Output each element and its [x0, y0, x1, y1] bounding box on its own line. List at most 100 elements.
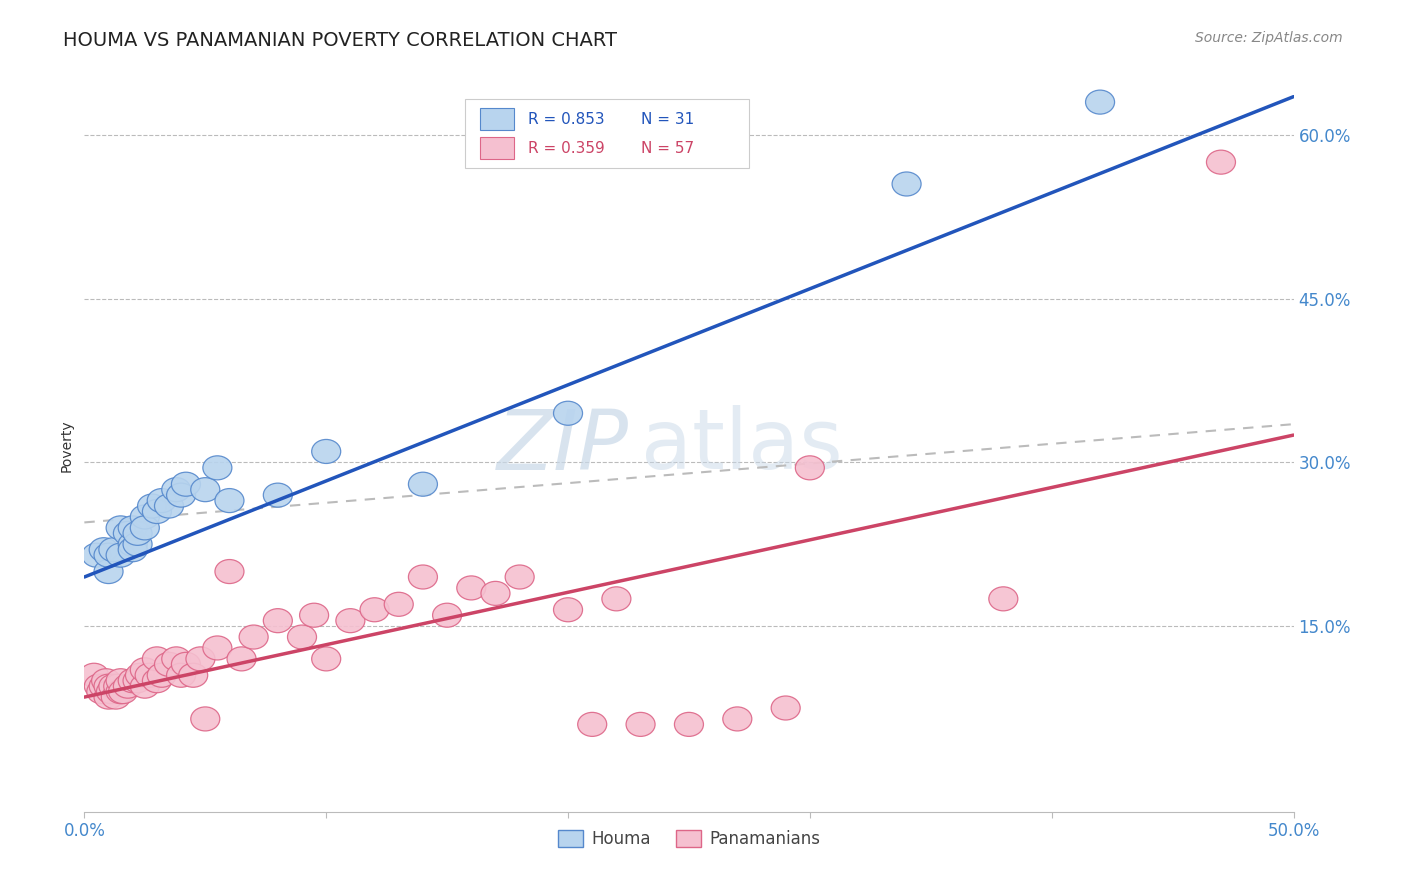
Ellipse shape [124, 521, 152, 545]
Ellipse shape [626, 713, 655, 737]
Ellipse shape [215, 489, 245, 513]
Ellipse shape [131, 674, 159, 698]
Text: N = 31: N = 31 [641, 112, 693, 127]
Ellipse shape [263, 483, 292, 508]
Ellipse shape [172, 472, 201, 496]
Ellipse shape [114, 674, 142, 698]
Ellipse shape [554, 598, 582, 622]
Ellipse shape [142, 669, 172, 693]
Ellipse shape [505, 565, 534, 589]
Ellipse shape [602, 587, 631, 611]
Ellipse shape [118, 516, 148, 540]
Ellipse shape [148, 489, 176, 513]
Ellipse shape [239, 625, 269, 649]
Ellipse shape [186, 647, 215, 671]
Ellipse shape [89, 674, 118, 698]
Ellipse shape [1085, 90, 1115, 114]
Ellipse shape [162, 477, 191, 501]
Ellipse shape [105, 680, 135, 704]
Ellipse shape [988, 587, 1018, 611]
Ellipse shape [84, 674, 114, 698]
Ellipse shape [202, 456, 232, 480]
Ellipse shape [114, 521, 142, 545]
Ellipse shape [105, 516, 135, 540]
Legend: Houma, Panamanians: Houma, Panamanians [551, 823, 827, 855]
Ellipse shape [299, 603, 329, 627]
Ellipse shape [124, 669, 152, 693]
Ellipse shape [94, 543, 124, 567]
Ellipse shape [1206, 150, 1236, 174]
Ellipse shape [125, 664, 155, 687]
Ellipse shape [131, 657, 159, 681]
Ellipse shape [457, 576, 486, 600]
Ellipse shape [131, 505, 159, 529]
Ellipse shape [155, 494, 184, 518]
Text: R = 0.359: R = 0.359 [529, 141, 605, 156]
Ellipse shape [118, 669, 148, 693]
Ellipse shape [108, 680, 138, 704]
FancyBboxPatch shape [479, 137, 513, 160]
Ellipse shape [155, 652, 184, 676]
FancyBboxPatch shape [465, 99, 749, 168]
Ellipse shape [481, 582, 510, 606]
Ellipse shape [91, 669, 121, 693]
Ellipse shape [312, 647, 340, 671]
Ellipse shape [166, 483, 195, 508]
Ellipse shape [98, 538, 128, 562]
Ellipse shape [179, 664, 208, 687]
Ellipse shape [87, 680, 115, 704]
Ellipse shape [94, 674, 124, 698]
Ellipse shape [80, 664, 108, 687]
Ellipse shape [215, 559, 245, 583]
Text: R = 0.853: R = 0.853 [529, 112, 605, 127]
FancyBboxPatch shape [479, 108, 513, 130]
Ellipse shape [98, 674, 128, 698]
Ellipse shape [138, 494, 166, 518]
Ellipse shape [89, 538, 118, 562]
Ellipse shape [166, 664, 195, 687]
Ellipse shape [226, 647, 256, 671]
Ellipse shape [408, 565, 437, 589]
Ellipse shape [97, 680, 125, 704]
Ellipse shape [770, 696, 800, 720]
Ellipse shape [172, 652, 201, 676]
Ellipse shape [124, 533, 152, 557]
Ellipse shape [142, 500, 172, 524]
Ellipse shape [191, 707, 219, 731]
Y-axis label: Poverty: Poverty [59, 420, 73, 472]
Ellipse shape [82, 543, 111, 567]
Ellipse shape [554, 401, 582, 425]
Ellipse shape [796, 456, 824, 480]
Ellipse shape [891, 172, 921, 196]
Ellipse shape [433, 603, 461, 627]
Text: atlas: atlas [641, 406, 842, 486]
Ellipse shape [101, 685, 131, 709]
Ellipse shape [118, 538, 148, 562]
Ellipse shape [360, 598, 389, 622]
Ellipse shape [142, 647, 172, 671]
Ellipse shape [131, 516, 159, 540]
Ellipse shape [118, 533, 148, 557]
Ellipse shape [135, 664, 165, 687]
Ellipse shape [202, 636, 232, 660]
Text: HOUMA VS PANAMANIAN POVERTY CORRELATION CHART: HOUMA VS PANAMANIAN POVERTY CORRELATION … [63, 31, 617, 50]
Ellipse shape [105, 543, 135, 567]
Ellipse shape [723, 707, 752, 731]
Ellipse shape [94, 559, 124, 583]
Ellipse shape [312, 440, 340, 464]
Ellipse shape [104, 674, 132, 698]
Ellipse shape [105, 669, 135, 693]
Ellipse shape [408, 472, 437, 496]
Ellipse shape [162, 647, 191, 671]
Ellipse shape [287, 625, 316, 649]
Text: ZIP: ZIP [496, 406, 628, 486]
Text: N = 57: N = 57 [641, 141, 693, 156]
Ellipse shape [263, 608, 292, 632]
Ellipse shape [578, 713, 607, 737]
Ellipse shape [336, 608, 366, 632]
Ellipse shape [384, 592, 413, 616]
Ellipse shape [148, 664, 176, 687]
Ellipse shape [94, 685, 124, 709]
Ellipse shape [675, 713, 703, 737]
Text: Source: ZipAtlas.com: Source: ZipAtlas.com [1195, 31, 1343, 45]
